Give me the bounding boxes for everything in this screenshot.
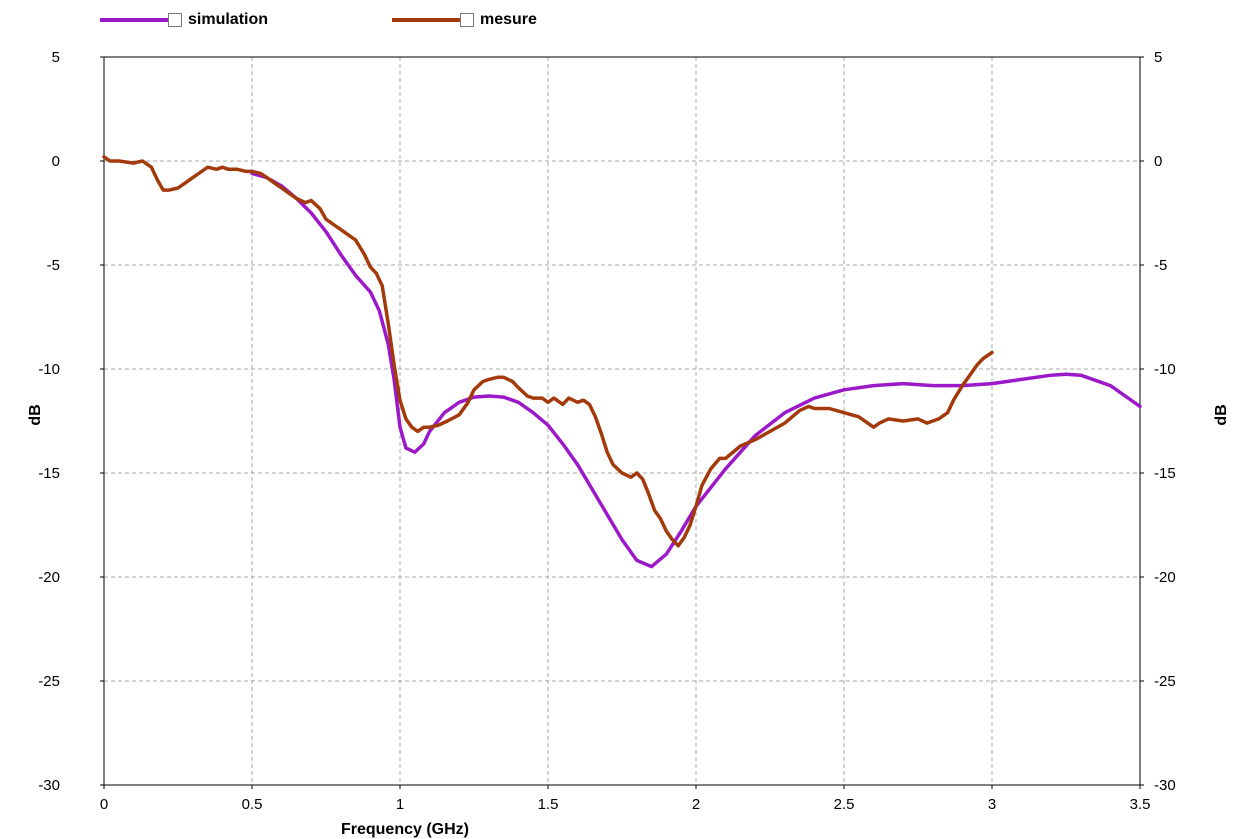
legend-checkbox-mesure[interactable] [460,13,474,27]
x-tick-label: 2 [692,796,700,813]
y-tick-label-right: -5 [1154,257,1167,274]
x-tick-label: 2.5 [834,796,855,813]
y-tick-label-right: 5 [1154,49,1162,66]
y-tick-label-right: -30 [1154,777,1176,794]
y-tick-label-right: -10 [1154,361,1176,378]
tick-marks [100,56,1144,789]
legend-line-simulation [100,18,170,22]
y-tick-label-right: -15 [1154,465,1176,482]
x-tick-label: 1 [396,796,404,813]
y-tick-label-left: -25 [38,673,60,690]
y-tick-label-left: -10 [38,361,60,378]
legend-item-simulation[interactable]: simulation [100,6,268,34]
y-tick-label-left: -15 [38,465,60,482]
data-series [102,155,1142,569]
y-tick-label-left: 0 [52,153,60,170]
tick-labels: 0 0.5 1 1.5 2 2.5 3 3.5 5 5 0 0 -5 -5 -10 -10 -15 -15 -20 -… [38,49,1175,813]
legend-label-simulation: simulation [188,11,269,28]
legend-checkbox-simulation[interactable] [168,13,182,27]
y-tick-label-right: -20 [1154,569,1176,586]
y-tick-label-left: -5 [47,257,60,274]
grid-lines [104,57,1140,785]
chart-legend: simulation mesure [0,6,700,34]
y-axis-label-right: dB [1213,404,1230,425]
y-tick-label-left: 5 [52,49,60,66]
x-axis-label: Frequency (GHz) [341,821,469,838]
x-tick-label: 3.5 [1130,796,1151,813]
x-tick-label: 0.5 [242,796,263,813]
legend-item-mesure[interactable]: mesure [392,6,537,34]
y-axis-label-left: dB [27,404,44,425]
y-tick-label-right: 0 [1154,153,1162,170]
x-tick-label: 3 [988,796,996,813]
legend-line-mesure [392,18,462,22]
y-tick-label-left: -20 [38,569,60,586]
plot-frame [103,56,1141,786]
x-tick-label: 0 [100,796,108,813]
y-tick-label-left: -30 [38,777,60,794]
series-line-mesure [102,155,994,548]
y-tick-label-right: -25 [1154,673,1176,690]
x-tick-label: 1.5 [538,796,559,813]
legend-label-mesure: mesure [480,11,537,28]
series-line-simulation [250,171,1142,569]
